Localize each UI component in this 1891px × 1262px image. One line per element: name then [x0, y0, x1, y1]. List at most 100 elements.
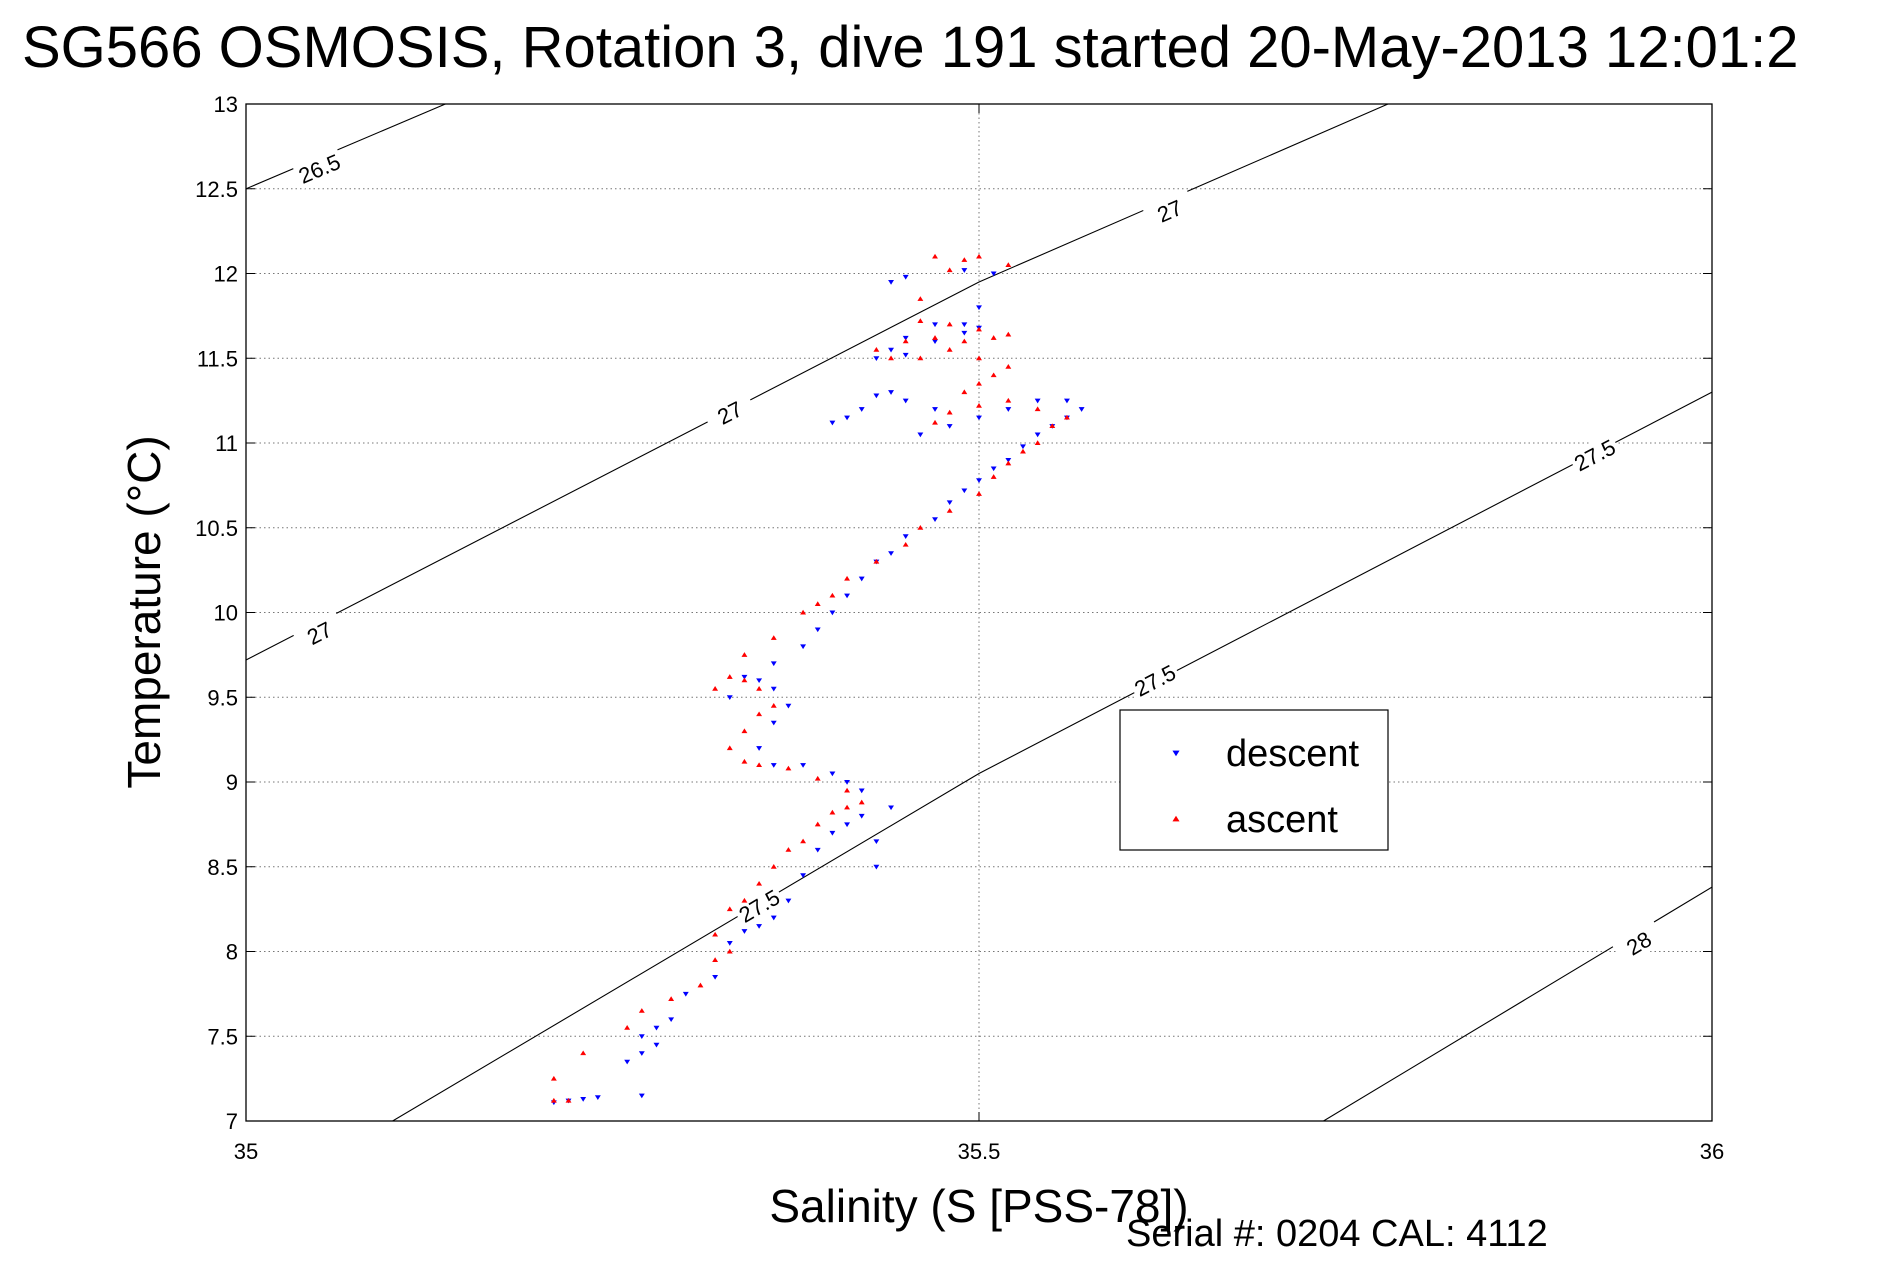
- ascent-point: [902, 541, 909, 547]
- ascent-point: [770, 635, 777, 640]
- ascent-point: [756, 762, 763, 768]
- descent-point: [961, 268, 968, 273]
- descent-point: [990, 466, 997, 472]
- y-tick-label: 7.5: [207, 1024, 238, 1049]
- ascent-point: [873, 347, 880, 352]
- density-contour: [246, 104, 446, 190]
- ascent-point: [946, 321, 953, 327]
- ascent-point: [638, 1008, 645, 1013]
- ascent-point: [814, 775, 821, 781]
- density-contour: [246, 104, 1389, 661]
- y-tick-label: 9.5: [207, 685, 238, 710]
- y-tick-label: 8.5: [207, 855, 238, 880]
- legend-marker-ascent: [1172, 815, 1180, 822]
- ascent-point: [917, 355, 924, 361]
- ascent-point: [844, 575, 851, 581]
- contour-label: 26.5: [295, 149, 344, 189]
- ascent-point: [770, 864, 777, 869]
- descent-point: [653, 1042, 660, 1048]
- ascent-point: [726, 745, 733, 751]
- x-tick-label: 35.5: [958, 1139, 1001, 1164]
- y-tick-label: 11: [215, 431, 238, 456]
- descent-point: [829, 420, 836, 426]
- y-tick-label: 9: [226, 770, 238, 795]
- ascent-point: [976, 253, 982, 259]
- y-axis-label: Temperature (°C): [118, 435, 170, 788]
- descent-point: [712, 974, 719, 980]
- ascent-point: [1034, 440, 1041, 445]
- ascent-point: [990, 335, 997, 340]
- ascent-point: [741, 758, 748, 764]
- ascent-point: [712, 957, 719, 962]
- descent-point: [858, 407, 865, 412]
- descent-point: [888, 347, 894, 353]
- ascent-point: [976, 355, 982, 361]
- descent-point: [888, 279, 894, 285]
- ascent-point: [800, 609, 807, 615]
- ascent-point: [976, 326, 982, 332]
- ascent-point: [932, 419, 938, 425]
- descent-point: [770, 763, 777, 768]
- ascent-point: [961, 338, 968, 344]
- descent-point: [844, 593, 851, 599]
- ascent-point: [976, 380, 982, 386]
- descent-point: [638, 1034, 645, 1039]
- descent-point: [902, 534, 909, 539]
- descent-point: [932, 517, 938, 523]
- ascent-point: [946, 267, 953, 273]
- y-tick-label: 12.5: [195, 177, 238, 202]
- descent-point: [990, 271, 997, 277]
- ascent-point: [1005, 397, 1012, 403]
- ascent-point: [550, 1075, 557, 1081]
- x-tick-label: 36: [1700, 1139, 1724, 1164]
- ascent-point: [565, 1097, 572, 1103]
- descent-point: [902, 335, 909, 341]
- contour-label-bg: [1127, 657, 1183, 703]
- descent-point: [888, 390, 894, 395]
- contour-label-bg: [1611, 919, 1666, 967]
- ascent-point: [712, 931, 719, 937]
- ascent-point: [668, 996, 675, 1001]
- ascent-point: [976, 402, 982, 408]
- descent-point: [1078, 407, 1085, 412]
- descent-point: [888, 805, 894, 811]
- ascent-point: [961, 389, 968, 395]
- ascent-point: [726, 948, 733, 954]
- descent-point: [976, 415, 982, 421]
- ascent-point: [712, 686, 719, 691]
- y-tick-label: 11.5: [197, 346, 238, 371]
- ascent-point: [756, 711, 763, 717]
- ascent-point: [946, 508, 953, 513]
- descent-point: [961, 330, 968, 336]
- contour-label-bg: [292, 610, 347, 656]
- descent-point: [1005, 457, 1012, 463]
- chart-title: SG566 OSMOSIS, Rotation 3, dive 191 star…: [22, 15, 1798, 80]
- descent-point: [814, 847, 821, 853]
- descent-point: [785, 898, 792, 904]
- grid: [246, 104, 1712, 1121]
- descent-point: [946, 500, 953, 506]
- descent-point: [756, 746, 763, 751]
- density-contours: [246, 104, 1712, 1121]
- ascent-point: [814, 601, 821, 607]
- ascent-point: [726, 674, 733, 679]
- ascent-point: [858, 799, 865, 805]
- x-tick-label: 35: [234, 1139, 258, 1164]
- ascent-point: [917, 296, 924, 301]
- contour-label-bg: [1142, 189, 1197, 233]
- descent-point: [902, 398, 909, 404]
- ascent-point: [976, 491, 982, 496]
- ascent-point: [1005, 363, 1012, 369]
- descent-point: [668, 1017, 675, 1023]
- ascent-point: [844, 787, 851, 793]
- descent-point: [682, 991, 689, 997]
- legend-box: [1119, 709, 1389, 851]
- descent-point: [976, 478, 982, 484]
- descent-point: [888, 551, 894, 556]
- ascent-point: [785, 765, 792, 771]
- ascent-point: [741, 677, 748, 683]
- ascent-point: [697, 982, 704, 988]
- descent-point: [858, 576, 865, 582]
- axis-ticks: 35 35.5 36 7 7.5 8 8.5 9 9.5 10 10.5 11 11.5 12 12.5 13: [195, 92, 1724, 1164]
